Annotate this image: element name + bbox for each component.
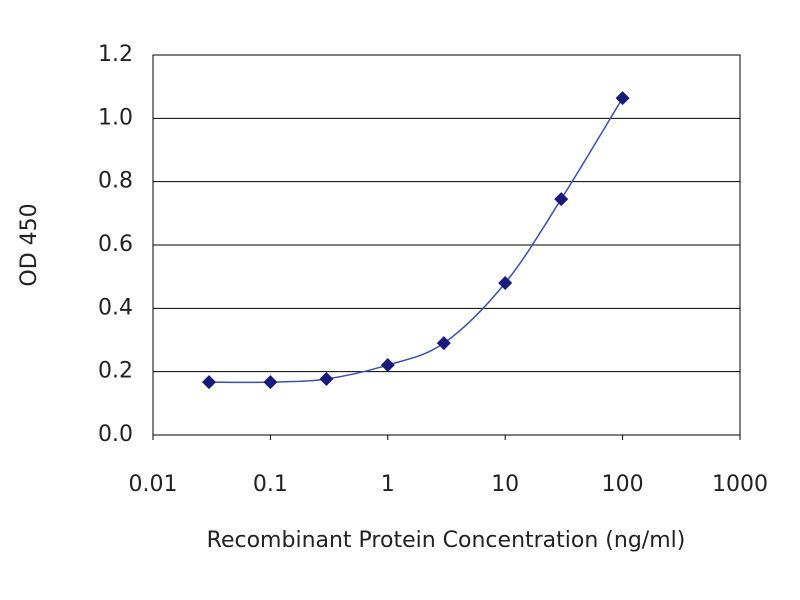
y-tick-label: 0.4 [98,295,133,320]
x-tick-label: 10 [491,472,519,497]
x-axis-title: Recombinant Protein Concentration (ng/ml… [207,528,686,553]
data-point [436,336,451,351]
x-tick-label: 1000 [712,472,768,497]
data-point [554,192,569,207]
y-axis-title: OD 450 [17,203,42,286]
y-tick-label: 0.8 [98,169,133,194]
data-point [380,358,395,373]
y-tick-label: 1.0 [98,105,133,130]
y-tick-label: 0.6 [98,232,133,257]
x-tick-label: 0.1 [253,472,288,497]
plot-frame [152,54,741,436]
y-tick-label: 0.2 [98,359,133,384]
data-point [319,371,334,386]
data-point [263,375,278,390]
data-point [498,276,513,290]
data-point [202,375,217,390]
y-tick-label: 1.2 [98,42,133,67]
x-tick-label: 0.01 [129,472,178,497]
x-tick-label: 100 [602,472,644,497]
fit-line [209,97,624,384]
y-tick-label: 0.0 [98,422,133,447]
x-tick-label: 1 [381,472,395,497]
data-point [615,91,630,106]
